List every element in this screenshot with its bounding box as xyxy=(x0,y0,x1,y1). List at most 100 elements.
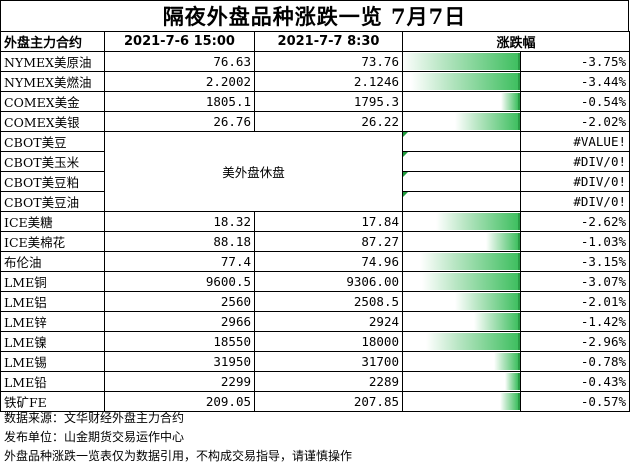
contract-name: COMEX美金 xyxy=(0,91,105,112)
table-row: LME锌 2966 2924 -1.42% xyxy=(0,311,631,332)
prev-price: 18550 xyxy=(104,331,255,352)
sheet-title: 隔夜外盘品种涨跌一览 7月7日 xyxy=(0,0,629,32)
change-bar xyxy=(403,53,520,70)
curr-price: 31700 xyxy=(254,351,403,372)
overnight-table: 外盘主力合约 2021-7-6 15:00 2021-7-7 8:30 涨跌幅 … xyxy=(0,31,631,412)
prev-price: 76.63 xyxy=(104,51,255,72)
change-percent: -1.03% xyxy=(519,231,631,252)
prev-price: 2966 xyxy=(104,311,255,332)
curr-price: 2508.5 xyxy=(254,291,403,312)
prev-price: 209.05 xyxy=(104,391,255,412)
contract-name: LME铝 xyxy=(0,291,105,312)
table-row: LME铜 9600.5 9306.00 -3.07% xyxy=(0,271,631,292)
prev-price: 1805.1 xyxy=(104,91,255,112)
contract-name: LME锌 xyxy=(0,311,105,332)
table-row: CBOT美玉米 #DIV/0! xyxy=(0,151,631,172)
table-row: LME镍 18550 18000 -2.96% xyxy=(0,331,631,352)
table-row: ICE美糖 18.32 17.84 -2.62% xyxy=(0,211,631,232)
table-row: COMEX美银 26.76 26.22 -2.02% xyxy=(0,111,631,132)
contract-name: NYMEX美原油 xyxy=(0,51,105,72)
footer-publisher: 发布单位：山金期货交易运作中心 xyxy=(4,430,185,444)
table-row: ICE美棉花 88.18 87.27 -1.03% xyxy=(0,231,631,252)
change-bar xyxy=(493,353,520,370)
change-bar-cell xyxy=(402,251,521,272)
curr-price: 2924 xyxy=(254,311,403,332)
curr-price: 17.84 xyxy=(254,211,403,232)
change-bar-cell xyxy=(402,291,521,312)
prev-price: 2560 xyxy=(104,291,255,312)
change-bar xyxy=(436,213,520,230)
curr-price: 18000 xyxy=(254,331,403,352)
header-curr-time: 2021-7-7 8:30 xyxy=(254,31,403,52)
change-percent: #DIV/0! xyxy=(519,191,631,212)
contract-name: LME锡 xyxy=(0,351,105,372)
change-percent: -2.96% xyxy=(519,331,631,352)
prev-price: 77.4 xyxy=(104,251,255,272)
table-row: 铁矿FE 209.05 207.85 -0.57% xyxy=(0,391,631,412)
change-percent: -1.42% xyxy=(519,311,631,332)
contract-name: CBOT美玉米 xyxy=(0,151,105,172)
change-bar-cell xyxy=(402,91,521,112)
change-bar xyxy=(410,73,520,90)
change-bar-cell xyxy=(402,151,521,172)
contract-name: 铁矿FE xyxy=(0,391,105,412)
change-percent: -2.01% xyxy=(519,291,631,312)
contract-name: LME铜 xyxy=(0,271,105,292)
prev-price: 31950 xyxy=(104,351,255,372)
table-row: LME铝 2560 2508.5 -2.01% xyxy=(0,291,631,312)
contract-name: ICE美糖 xyxy=(0,211,105,232)
table-row: LME铅 2299 2289 -0.43% xyxy=(0,371,631,392)
error-marker-icon xyxy=(403,172,408,177)
prev-price: 26.76 xyxy=(104,111,255,132)
curr-price: 9306.00 xyxy=(254,271,403,292)
error-marker-icon xyxy=(403,152,408,157)
change-bar-cell xyxy=(402,211,521,232)
table-row: LME锡 31950 31700 -0.78% xyxy=(0,351,631,372)
error-marker-icon xyxy=(403,132,408,137)
change-percent: -0.54% xyxy=(519,91,631,112)
change-percent: -3.07% xyxy=(519,271,631,292)
header-change: 涨跌幅 xyxy=(401,31,631,52)
change-bar-cell xyxy=(402,371,521,392)
change-bar xyxy=(454,113,520,130)
change-percent: #DIV/0! xyxy=(519,171,631,192)
contract-name: CBOT美豆油 xyxy=(0,191,105,212)
change-bar-cell xyxy=(402,231,521,252)
change-bar xyxy=(504,373,520,390)
curr-price: 2.1246 xyxy=(254,71,403,92)
change-bar-cell xyxy=(402,311,521,332)
prev-price: 2299 xyxy=(104,371,255,392)
change-bar-cell xyxy=(402,51,521,72)
contract-name: LME铅 xyxy=(0,371,105,392)
change-percent: -0.57% xyxy=(519,391,631,412)
change-percent: -3.44% xyxy=(519,71,631,92)
curr-price: 26.22 xyxy=(254,111,403,132)
change-percent: -3.75% xyxy=(519,51,631,72)
change-bar xyxy=(485,233,520,250)
change-bar-cell xyxy=(402,131,521,152)
change-bar-cell xyxy=(402,71,521,92)
table-row: NYMEX美原油 76.63 73.76 -3.75% xyxy=(0,51,631,72)
header-prev-time: 2021-7-6 15:00 xyxy=(104,31,255,52)
change-bar-cell xyxy=(402,271,521,292)
change-bar xyxy=(419,253,520,270)
market-closed-note: 美外盘休盘 xyxy=(104,131,403,212)
change-bar xyxy=(473,313,520,330)
contract-name: CBOT美豆粕 xyxy=(0,171,105,192)
table-row: 布伦油 77.4 74.96 -3.15% xyxy=(0,251,631,272)
change-bar-cell xyxy=(402,171,521,192)
change-bar-cell xyxy=(402,331,521,352)
change-bar xyxy=(500,393,520,410)
prev-price: 18.32 xyxy=(104,211,255,232)
change-percent: -2.62% xyxy=(519,211,631,232)
table-row: NYMEX美燃油 2.2002 2.1246 -3.44% xyxy=(0,71,631,92)
change-bar xyxy=(501,93,520,110)
contract-name: ICE美棉花 xyxy=(0,231,105,252)
change-bar-cell xyxy=(402,351,521,372)
change-percent: -0.43% xyxy=(519,371,631,392)
change-bar xyxy=(422,273,520,290)
prev-price: 88.18 xyxy=(104,231,255,252)
curr-price: 87.27 xyxy=(254,231,403,252)
change-percent: #VALUE! xyxy=(519,131,631,152)
